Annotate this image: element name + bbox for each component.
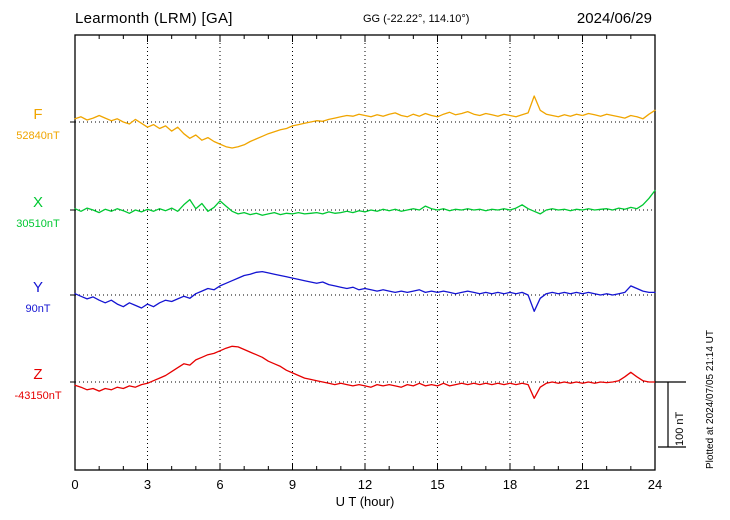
geographic-coords-label: GG (-22.22°, 114.10°) — [363, 13, 470, 25]
x-tick-label: 12 — [358, 477, 372, 492]
x-tick-label: 18 — [503, 477, 517, 492]
series-baseline-Z: -43150nT — [14, 390, 62, 402]
series-label-Z: Z -43150nT — [6, 367, 70, 402]
station-title: Learmonth (LRM) [GA] — [75, 10, 233, 27]
x-tick-label: 24 — [648, 477, 662, 492]
x-tick-label: 21 — [575, 477, 589, 492]
series-line-Z — [74, 345, 656, 399]
series-label-X: X 30510nT — [6, 195, 70, 230]
series-line-Y — [74, 270, 656, 312]
x-tick-label: 15 — [430, 477, 444, 492]
x-axis-label: U T (hour) — [335, 494, 395, 509]
series-label-F: F 52840nT — [6, 107, 70, 142]
series-label-Y: Y 90nT — [6, 280, 70, 315]
series-baseline-Y: 90nT — [25, 303, 51, 315]
x-tick-label: 6 — [216, 477, 223, 492]
series-name-F: F — [33, 106, 43, 123]
series-name-Y: Y — [32, 279, 43, 296]
series-line-F — [74, 95, 656, 149]
series-baseline-F: 52840nT — [16, 130, 60, 142]
scale-bar-label: 100 nT — [674, 411, 686, 446]
x-tick-label: 3 — [144, 477, 151, 492]
series-baseline-X: 30510nT — [16, 218, 60, 230]
x-tick-label: 0 — [71, 477, 78, 492]
series-name-Z: Z — [33, 366, 43, 383]
series-line-X — [74, 189, 656, 216]
x-tick-label: 9 — [289, 477, 296, 492]
plot-border — [74, 34, 656, 471]
plotted-timestamp-note: Plotted at 2024/07/05 21:14 UT — [705, 330, 716, 469]
date-label: 2024/06/29 — [576, 10, 652, 27]
series-name-X: X — [32, 194, 43, 211]
